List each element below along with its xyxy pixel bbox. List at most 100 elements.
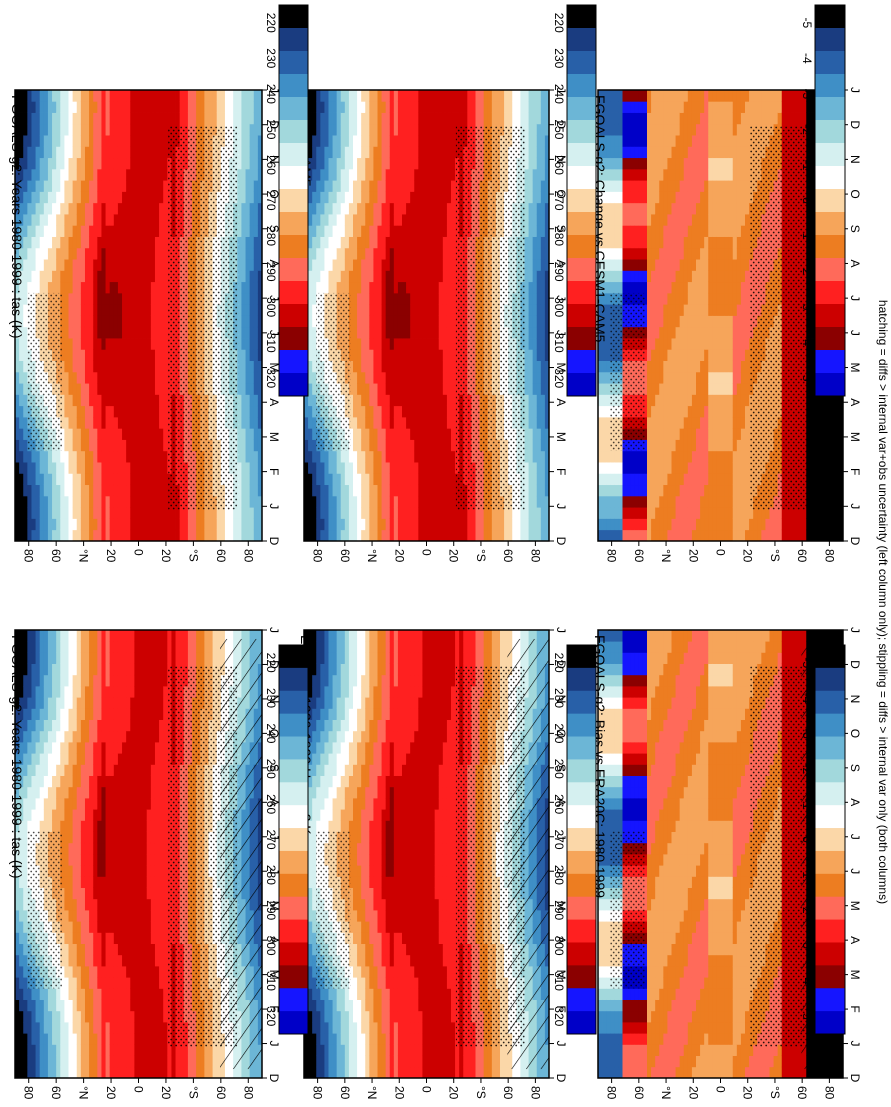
heatmap-cell xyxy=(308,899,312,911)
heatmap-cell xyxy=(122,720,127,732)
heatmap-cell xyxy=(192,530,197,542)
heatmap-cell xyxy=(147,921,152,933)
heatmap-cell xyxy=(106,135,111,147)
heatmap-cell xyxy=(56,485,61,497)
heatmap-cell xyxy=(44,988,49,1000)
heatmap-cell xyxy=(36,507,41,519)
heatmap-cell xyxy=(159,742,164,754)
heatmap-cell xyxy=(85,293,90,305)
heatmap-cell xyxy=(130,955,135,967)
heatmap-cell xyxy=(44,124,49,136)
heatmap-cell xyxy=(196,1056,201,1068)
heatmap-cell xyxy=(192,518,197,530)
heatmap-cell xyxy=(85,169,90,181)
heatmap-cell xyxy=(151,664,156,676)
heatmap-cell xyxy=(163,270,168,282)
heatmap-cell xyxy=(126,406,131,418)
heatmap-cell xyxy=(60,135,65,147)
heatmap-cell xyxy=(147,720,152,732)
heatmap-cell xyxy=(97,169,102,181)
heatmap-cell xyxy=(101,417,106,429)
heatmap-cell xyxy=(89,641,94,653)
heatmap-cell xyxy=(19,1033,24,1045)
heatmap-cell xyxy=(147,675,152,687)
heatmap-cell xyxy=(23,955,28,967)
heatmap-cell xyxy=(246,90,251,102)
heatmap-cell xyxy=(56,169,61,181)
heatmap-cell xyxy=(151,101,156,113)
heatmap-cell xyxy=(97,1022,102,1034)
heatmap-cell xyxy=(77,90,82,102)
heatmap-cell xyxy=(250,428,255,440)
heatmap-cell xyxy=(155,146,160,158)
heatmap-cell xyxy=(85,191,90,203)
heatmap-cell xyxy=(163,753,168,765)
heatmap-cell xyxy=(85,496,90,508)
heatmap-cell xyxy=(36,1033,41,1045)
heatmap-cell xyxy=(60,1000,65,1012)
heatmap-cell xyxy=(110,203,115,215)
heatmap-cell xyxy=(81,214,86,226)
heatmap-cell xyxy=(73,259,78,271)
heatmap-cell xyxy=(143,664,148,676)
heatmap-cell xyxy=(118,664,123,676)
heatmap-cell xyxy=(237,372,242,384)
heatmap-cell xyxy=(122,485,127,497)
heatmap-cell xyxy=(40,158,45,170)
heatmap-cell xyxy=(64,180,69,192)
heatmap-cell xyxy=(151,293,156,305)
heatmap-cell xyxy=(134,293,139,305)
heatmap-cell xyxy=(143,630,148,642)
lat-tick-label: 0 xyxy=(132,1086,146,1093)
heatmap-cell xyxy=(110,90,115,102)
heatmap-cell xyxy=(27,1067,32,1079)
heatmap-cell xyxy=(114,214,119,226)
heatmap-cell xyxy=(85,764,90,776)
heatmap-cell xyxy=(250,203,255,215)
heatmap-cell xyxy=(250,135,255,147)
heatmap-cell xyxy=(147,955,152,967)
heatmap-cell xyxy=(122,809,127,821)
heatmap-cell xyxy=(151,485,156,497)
heatmap-cell xyxy=(44,270,49,282)
heatmap-cell xyxy=(130,787,135,799)
heatmap-cell xyxy=(36,988,41,1000)
heatmap-cell xyxy=(139,865,144,877)
heatmap-cell xyxy=(139,708,144,720)
heatmap-cell xyxy=(139,146,144,158)
heatmap-cell xyxy=(159,316,164,328)
heatmap-cell xyxy=(89,327,94,339)
heatmap-cell xyxy=(139,787,144,799)
heatmap-cell xyxy=(40,146,45,158)
heatmap-cell xyxy=(36,1044,41,1056)
heatmap-cell xyxy=(106,764,111,776)
heatmap-cell xyxy=(106,731,111,743)
heatmap-cell xyxy=(118,720,123,732)
heatmap-cell xyxy=(64,820,69,832)
heatmap-cell xyxy=(130,731,135,743)
heatmap-cell xyxy=(143,708,148,720)
heatmap-cell xyxy=(93,135,98,147)
heatmap-cell xyxy=(118,327,123,339)
heatmap-cell xyxy=(23,1000,28,1012)
heatmap-cell xyxy=(122,910,127,922)
heatmap-cell xyxy=(60,530,65,542)
heatmap-cell xyxy=(250,270,255,282)
heatmap-cell xyxy=(56,820,61,832)
heatmap-cell xyxy=(139,485,144,497)
heatmap-cell xyxy=(159,865,164,877)
heatmap-cell xyxy=(246,394,251,406)
heatmap-cell xyxy=(97,664,102,676)
heatmap-cell xyxy=(31,1000,36,1012)
heatmap-cell xyxy=(81,248,86,260)
heatmap-cell xyxy=(81,158,86,170)
heatmap-cell xyxy=(159,248,164,260)
heatmap-cell xyxy=(118,843,123,855)
heatmap-cell xyxy=(73,90,78,102)
heatmap-cell xyxy=(237,496,242,508)
heatmap-cell xyxy=(126,955,131,967)
heatmap-cell xyxy=(81,496,86,508)
heatmap-cell xyxy=(118,361,123,373)
heatmap-cell xyxy=(110,372,115,384)
